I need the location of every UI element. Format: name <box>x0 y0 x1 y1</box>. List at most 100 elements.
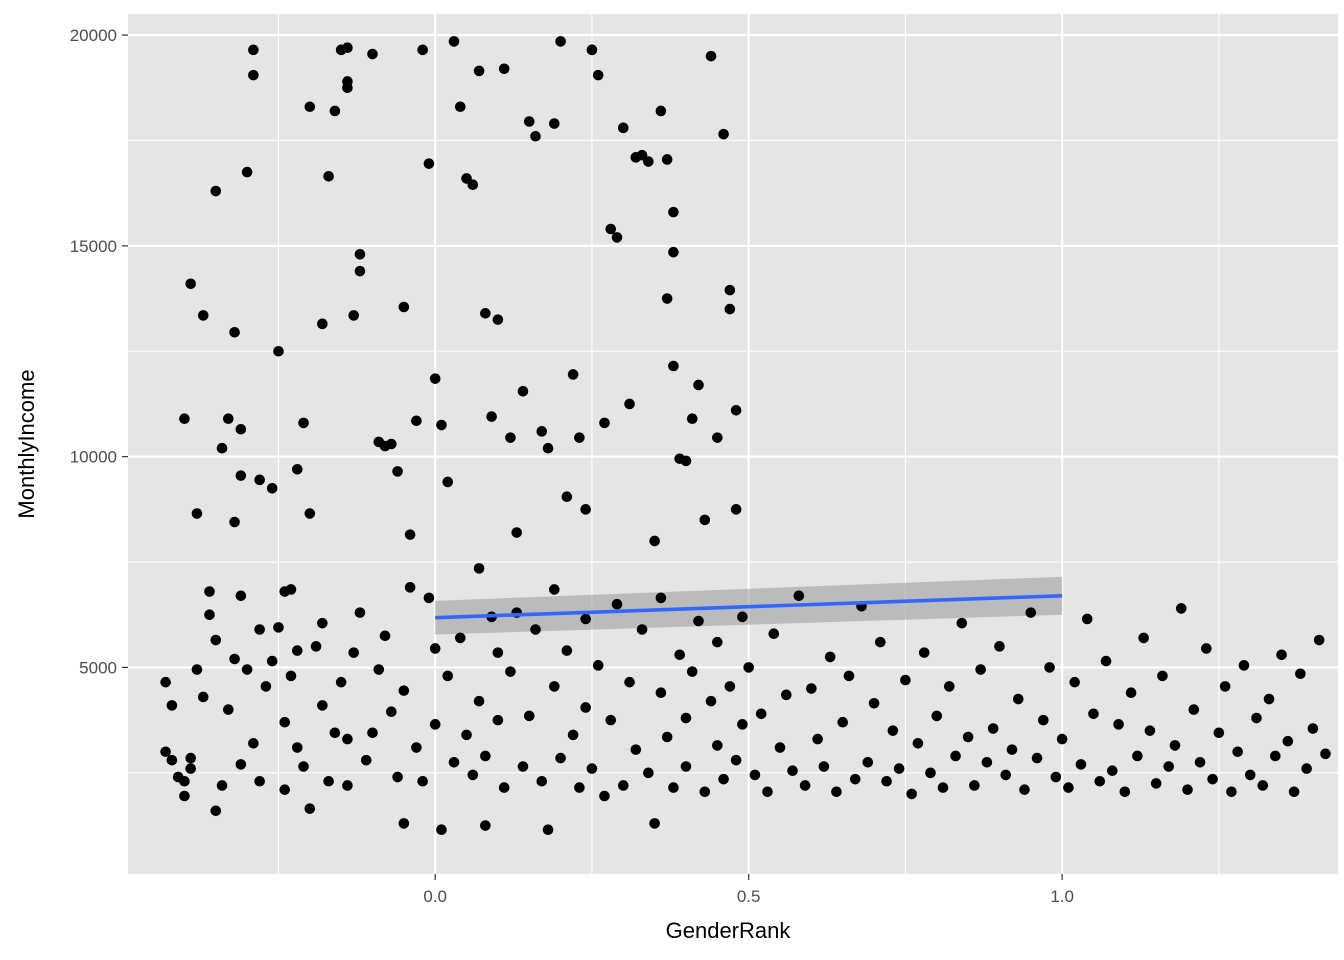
data-point <box>210 634 222 646</box>
regression-line <box>435 593 1063 620</box>
data-point <box>730 754 742 766</box>
data-point <box>661 154 673 165</box>
data-point <box>668 782 679 793</box>
data-point <box>661 293 673 304</box>
data-point <box>179 413 190 425</box>
data-point <box>454 101 466 113</box>
data-point <box>279 716 291 728</box>
data-point <box>179 775 190 787</box>
data-point <box>266 482 278 494</box>
data-point <box>906 788 917 800</box>
trend-line <box>435 593 1063 620</box>
data-point <box>549 681 560 692</box>
data-point <box>812 733 823 745</box>
data-point <box>329 727 341 739</box>
data-point <box>950 750 961 762</box>
data-point <box>436 824 447 836</box>
data-point <box>1307 723 1319 734</box>
x-tick-label: 1.0 <box>1050 887 1074 906</box>
data-point <box>549 118 560 129</box>
data-point <box>912 738 924 749</box>
data-point <box>480 308 491 319</box>
data-point <box>718 773 729 785</box>
data-point <box>1276 649 1287 661</box>
data-point <box>317 318 328 330</box>
data-point <box>335 676 347 688</box>
data-point <box>235 759 247 770</box>
data-point <box>423 158 435 169</box>
data-point <box>417 775 428 787</box>
data-point <box>285 670 297 682</box>
data-point <box>643 156 654 167</box>
data-point <box>254 624 265 635</box>
data-point <box>248 44 259 56</box>
data-point <box>204 609 215 621</box>
data-point <box>868 697 880 709</box>
data-point <box>417 44 428 56</box>
data-point <box>737 611 748 623</box>
data-point <box>229 516 240 528</box>
x-tick-label: 0.0 <box>423 887 447 906</box>
data-point <box>1050 771 1062 783</box>
data-point <box>354 265 366 277</box>
data-point <box>1063 782 1074 793</box>
data-point <box>918 647 930 658</box>
data-point <box>298 761 309 772</box>
data-point <box>1182 784 1193 795</box>
data-point <box>304 101 316 113</box>
data-point <box>1138 632 1149 644</box>
data-point <box>197 310 209 321</box>
data-point <box>1313 634 1325 646</box>
data-point <box>235 423 247 435</box>
data-point <box>837 716 849 728</box>
data-point <box>517 761 529 772</box>
data-point <box>254 474 265 486</box>
data-point <box>248 69 259 81</box>
data-point <box>774 742 786 753</box>
data-point <box>505 666 516 677</box>
data-point <box>969 780 980 791</box>
data-point <box>1044 662 1055 673</box>
data-point <box>248 738 259 749</box>
data-point <box>1257 780 1269 791</box>
data-point <box>166 700 178 711</box>
data-point <box>298 417 309 429</box>
data-point <box>994 641 1005 652</box>
data-point <box>762 786 773 798</box>
data-point <box>574 782 585 793</box>
data-point <box>216 780 228 791</box>
data-point <box>536 775 548 787</box>
data-point <box>317 617 328 629</box>
data-point <box>367 48 378 60</box>
data-point <box>592 69 604 81</box>
data-point <box>693 379 704 391</box>
data-point <box>1201 643 1212 654</box>
data-point <box>975 664 986 675</box>
data-point <box>680 761 692 772</box>
data-point <box>875 636 886 648</box>
data-point <box>605 223 617 235</box>
data-point <box>755 708 767 720</box>
data-point <box>429 643 441 654</box>
data-point <box>223 704 234 715</box>
data-point <box>1244 769 1256 781</box>
data-point <box>730 404 742 416</box>
data-point <box>505 432 516 443</box>
data-point <box>1219 681 1231 692</box>
data-point <box>204 586 215 597</box>
data-point <box>724 681 736 692</box>
data-point <box>1000 769 1012 781</box>
data-point <box>467 769 479 781</box>
data-point <box>712 432 723 443</box>
data-point <box>636 624 648 635</box>
data-point <box>1169 740 1181 751</box>
data-point <box>655 105 667 117</box>
data-point <box>1270 750 1281 762</box>
data-point <box>1263 693 1275 705</box>
data-point <box>241 664 253 675</box>
data-point <box>649 535 660 547</box>
data-point <box>235 590 247 602</box>
data-point <box>893 763 905 774</box>
data-point <box>197 691 209 703</box>
data-point <box>348 647 359 658</box>
